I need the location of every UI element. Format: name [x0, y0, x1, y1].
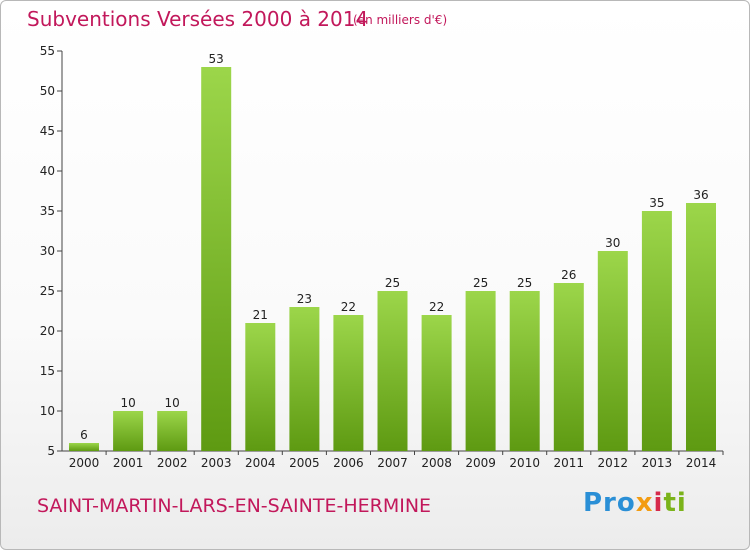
bar [597, 251, 628, 451]
x-tick-label: 2012 [598, 456, 629, 470]
bar [686, 203, 716, 451]
x-tick-label: 2001 [113, 456, 144, 470]
bar-value-label: 10 [165, 396, 180, 410]
x-tick-label: 2003 [201, 456, 232, 470]
x-tick-label: 2010 [509, 456, 540, 470]
y-tick-label: 10 [40, 404, 55, 418]
y-tick-label: 30 [40, 244, 55, 258]
bar [553, 283, 584, 451]
y-tick-label: 15 [40, 364, 55, 378]
bar-value-label: 26 [561, 268, 576, 282]
bar [113, 411, 144, 451]
bar-value-label: 53 [209, 52, 224, 66]
bar-value-label: 6 [80, 428, 88, 442]
x-tick-label: 2004 [245, 456, 276, 470]
bar [201, 67, 232, 451]
bar [641, 211, 672, 451]
bar-value-label: 25 [385, 276, 400, 290]
y-tick-label: 20 [40, 324, 55, 338]
chart-subtitle: (en milliers d'€) [353, 13, 448, 27]
chart-title: Subventions Versées 2000 à 2014 [27, 7, 369, 31]
proxiti-logo: Proxiti [583, 488, 687, 518]
bar-value-label: 22 [429, 300, 444, 314]
x-tick-label: 2007 [377, 456, 408, 470]
y-tick-label: 5 [47, 444, 55, 458]
bar [69, 443, 99, 451]
x-tick-label: 2002 [157, 456, 188, 470]
x-tick-label: 2013 [642, 456, 673, 470]
bar [289, 307, 320, 451]
bar-value-label: 23 [297, 292, 312, 306]
y-tick-label: 35 [40, 204, 55, 218]
bar [509, 291, 540, 451]
bar-value-label: 21 [253, 308, 268, 322]
x-tick-label: 2000 [69, 456, 100, 470]
bar [245, 323, 276, 451]
bar-value-label: 25 [517, 276, 532, 290]
bar-value-label: 10 [120, 396, 135, 410]
bar [157, 411, 188, 451]
x-tick-label: 2006 [333, 456, 364, 470]
x-tick-label: 2008 [421, 456, 452, 470]
logo-part: ti [663, 488, 687, 518]
y-tick-label: 25 [40, 284, 55, 298]
logo-part: Pro [583, 488, 636, 518]
logo-part: i [653, 488, 664, 518]
bar-value-label: 22 [341, 300, 356, 314]
x-tick-label: 2005 [289, 456, 320, 470]
y-tick-label: 50 [40, 84, 55, 98]
commune-name: SAINT-MARTIN-LARS-EN-SAINTE-HERMINE [37, 495, 432, 517]
bar-value-label: 30 [605, 236, 620, 250]
bar [333, 315, 364, 451]
x-tick-label: 2014 [686, 456, 717, 470]
bar [421, 315, 452, 451]
x-tick-label: 2011 [554, 456, 585, 470]
bar-value-label: 25 [473, 276, 488, 290]
bar-value-label: 35 [649, 196, 664, 210]
bar [465, 291, 496, 451]
logo-part: x [635, 488, 654, 518]
bar [377, 291, 408, 451]
bar-value-label: 36 [693, 188, 708, 202]
y-tick-label: 55 [40, 44, 55, 58]
x-tick-label: 2009 [465, 456, 496, 470]
y-tick-label: 40 [40, 164, 55, 178]
y-tick-label: 45 [40, 124, 55, 138]
